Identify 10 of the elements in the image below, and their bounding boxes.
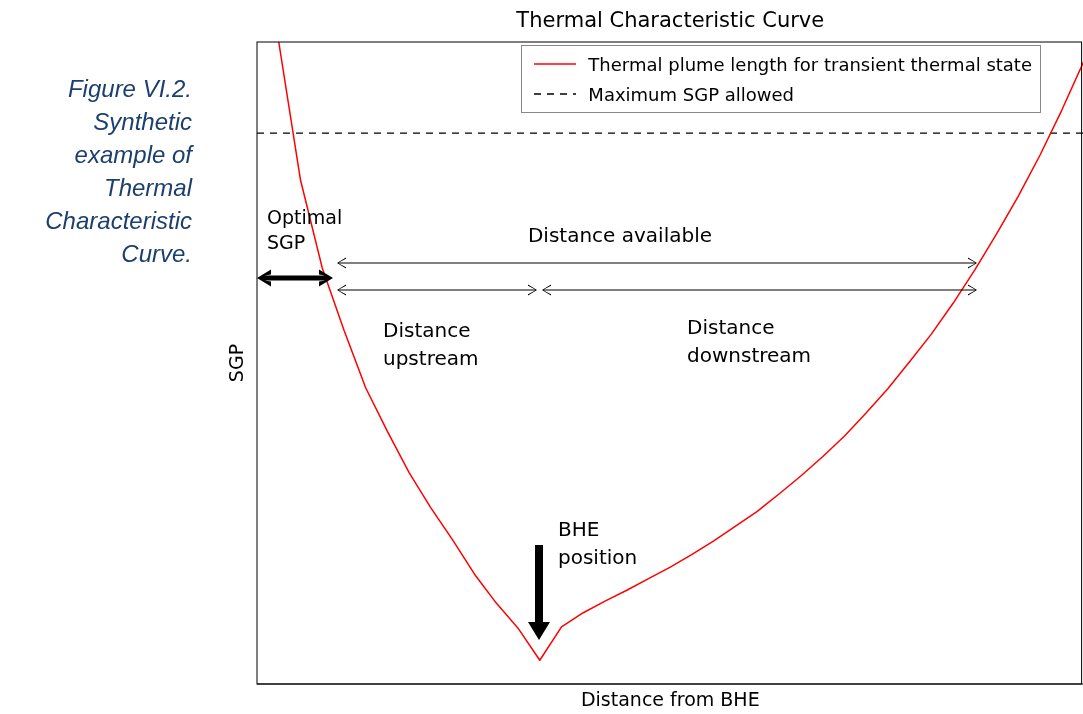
text: Figure VI.2. Synthetic example of Thermal Characteristic Curve.	[44, 74, 192, 269]
legend-label: Thermal plume length for transient thermal state	[588, 53, 1032, 75]
annotation: Distance downstream	[687, 314, 813, 369]
annotation: BHE position	[558, 516, 639, 571]
annotation: Distance upstream	[383, 317, 480, 372]
annotation: Distance available	[526, 223, 714, 247]
chart-title: Thermal Characteristic Curve	[515, 8, 826, 32]
x-axis-title: Distance from BHE	[579, 688, 761, 710]
y-axis-title: SGP	[225, 343, 247, 383]
legend-label: Maximum SGP allowed	[588, 83, 794, 105]
